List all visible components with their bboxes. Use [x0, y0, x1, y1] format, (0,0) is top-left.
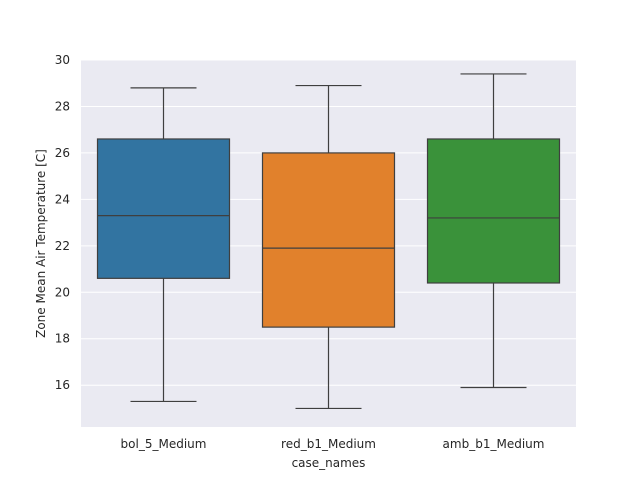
x-tick-label: amb_b1_Medium [443, 437, 545, 451]
y-tick-label: 16 [55, 378, 70, 392]
y-tick-label: 18 [55, 332, 70, 346]
y-tick-labels: 16 18 20 22 24 26 28 30 [55, 53, 70, 392]
iqr-box [96, 138, 231, 279]
y-axis-label: Zone Mean Air Temperature [C] [34, 149, 48, 338]
y-tick-label: 26 [55, 146, 70, 160]
y-tick-label: 20 [55, 285, 70, 299]
y-tick-label: 28 [55, 99, 70, 113]
box-red_b1_Medium [261, 84, 396, 410]
y-tick-label: 22 [55, 239, 70, 253]
boxes [96, 73, 561, 410]
y-tick-label: 24 [55, 192, 70, 206]
box-bol_5_Medium [96, 87, 231, 403]
x-axis-label: case_names [292, 456, 366, 470]
x-tick-label: bol_5_Medium [121, 437, 207, 451]
box-amb_b1_Medium [426, 73, 561, 389]
iqr-box [261, 152, 396, 328]
x-tick-label: red_b1_Medium [281, 437, 376, 451]
y-tick-label: 30 [55, 53, 70, 67]
iqr-box [426, 138, 561, 284]
x-tick-labels: bol_5_Medium red_b1_Medium amb_b1_Medium [121, 437, 545, 451]
